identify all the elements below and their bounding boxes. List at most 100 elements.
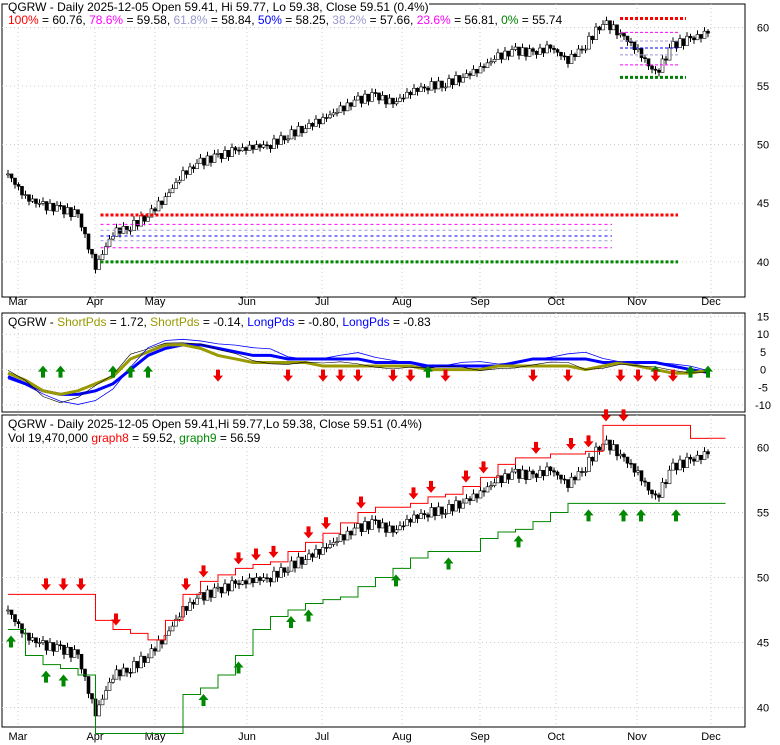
x-tick-label: Mar: [9, 296, 28, 308]
price-candle: [520, 47, 525, 56]
price-candle: [534, 51, 539, 55]
x-tick-label: Nov: [627, 731, 647, 743]
price-candle: [240, 580, 245, 585]
price-candle: [650, 489, 654, 495]
price-candle: [608, 20, 612, 31]
price-candle: [632, 41, 637, 51]
price-candle: [289, 560, 294, 572]
price-candle: [688, 456, 693, 460]
price-candle: [100, 698, 105, 706]
graph8-value: = 59.52,: [128, 431, 180, 445]
y-tick-label: 40: [757, 703, 769, 715]
price-candle: [475, 69, 479, 74]
buy-arrow: [583, 509, 594, 522]
sell-arrow: [356, 496, 366, 509]
price-candle: [324, 547, 329, 549]
osc-series-value: = -0.83: [389, 315, 431, 329]
fib-value: = 56.81,: [450, 13, 502, 27]
osc-series-label: LongPds: [247, 315, 295, 329]
price-candle: [156, 639, 161, 652]
price-candle: [391, 525, 395, 533]
price-candle: [230, 147, 234, 158]
price-candle: [594, 26, 598, 40]
buy-arrow: [55, 365, 66, 378]
osc-prefix: QGRW -: [8, 315, 58, 329]
price-candle: [702, 451, 707, 460]
price-candle: [433, 507, 437, 517]
price-candle: [440, 506, 444, 515]
price-candle: [69, 646, 73, 658]
price-candle: [184, 606, 189, 611]
price-candle: [671, 41, 675, 49]
price-candle: [646, 58, 651, 67]
price-candle: [681, 38, 686, 46]
buy-arrow: [618, 509, 629, 522]
price-candle: [363, 93, 367, 104]
y-tick-label: 55: [757, 81, 769, 93]
price-candle: [139, 215, 143, 227]
price-candle: [338, 105, 343, 113]
sell-arrow: [283, 369, 293, 382]
price-candle: [412, 514, 416, 523]
x-tick-label: Oct: [547, 731, 564, 743]
price-candle: [321, 117, 325, 125]
price-candle: [16, 621, 21, 625]
price-candle: [415, 514, 420, 519]
price-candle: [272, 570, 276, 583]
price-candle: [429, 507, 434, 518]
buy-arrow: [303, 609, 314, 622]
sell-arrow: [58, 578, 69, 591]
price-candle: [604, 20, 609, 25]
price-candle: [384, 522, 388, 533]
price-candle: [265, 577, 269, 579]
price-candle: [548, 44, 553, 49]
price-candle: [107, 238, 112, 247]
price-candle: [363, 521, 367, 532]
price-candle: [394, 101, 399, 105]
price-candle: [660, 58, 665, 73]
y-tick-label: 45: [757, 638, 769, 650]
price-candle: [233, 580, 238, 584]
fib-value: = 58.84,: [207, 13, 258, 27]
price-candle: [450, 504, 455, 512]
x-tick-label: Sep: [470, 296, 490, 308]
price-candle: [111, 235, 115, 240]
price-candle: [170, 625, 175, 632]
price-candle: [195, 162, 199, 170]
sell-arrow: [633, 369, 643, 382]
price-candle: [450, 78, 455, 86]
sell-arrow: [650, 369, 661, 382]
price-candle: [527, 48, 532, 57]
fib-label: 78.6%: [89, 13, 124, 27]
sell-arrow: [335, 369, 346, 382]
sell-arrow: [41, 578, 51, 591]
sell-arrow: [111, 613, 121, 626]
fib-label: 100%: [8, 13, 39, 27]
price-candle: [153, 648, 157, 652]
price-candle: [146, 216, 150, 222]
price-candle: [688, 35, 693, 39]
price-candle: [562, 55, 567, 58]
osc-legend: QGRW - ShortPds = 1.72, ShortPds = -0.14…: [8, 316, 431, 329]
price-candle: [447, 504, 451, 514]
price-candle: [321, 547, 325, 555]
y-tick-label: -10: [755, 400, 771, 412]
y-tick-label: 50: [757, 573, 769, 585]
price-candle: [279, 135, 283, 145]
sell-arrow: [353, 369, 363, 382]
price-candle: [520, 469, 525, 479]
price-candle: [30, 198, 35, 202]
price-candle: [611, 24, 616, 31]
price-candle: [597, 446, 602, 451]
price-candle: [209, 155, 213, 163]
price-candle: [618, 33, 623, 36]
bottom-title: QGRW - Daily 2025-12-05 Open 59.41,Hi 59…: [8, 417, 423, 431]
price-candle: [667, 469, 672, 485]
price-candle: [188, 601, 192, 611]
price-candle: [443, 86, 448, 89]
sell-arrow: [583, 435, 594, 448]
price-candle: [639, 48, 644, 58]
price-candle: [331, 112, 336, 116]
graph9-label: graph9: [179, 431, 217, 445]
price-candle: [706, 451, 710, 455]
